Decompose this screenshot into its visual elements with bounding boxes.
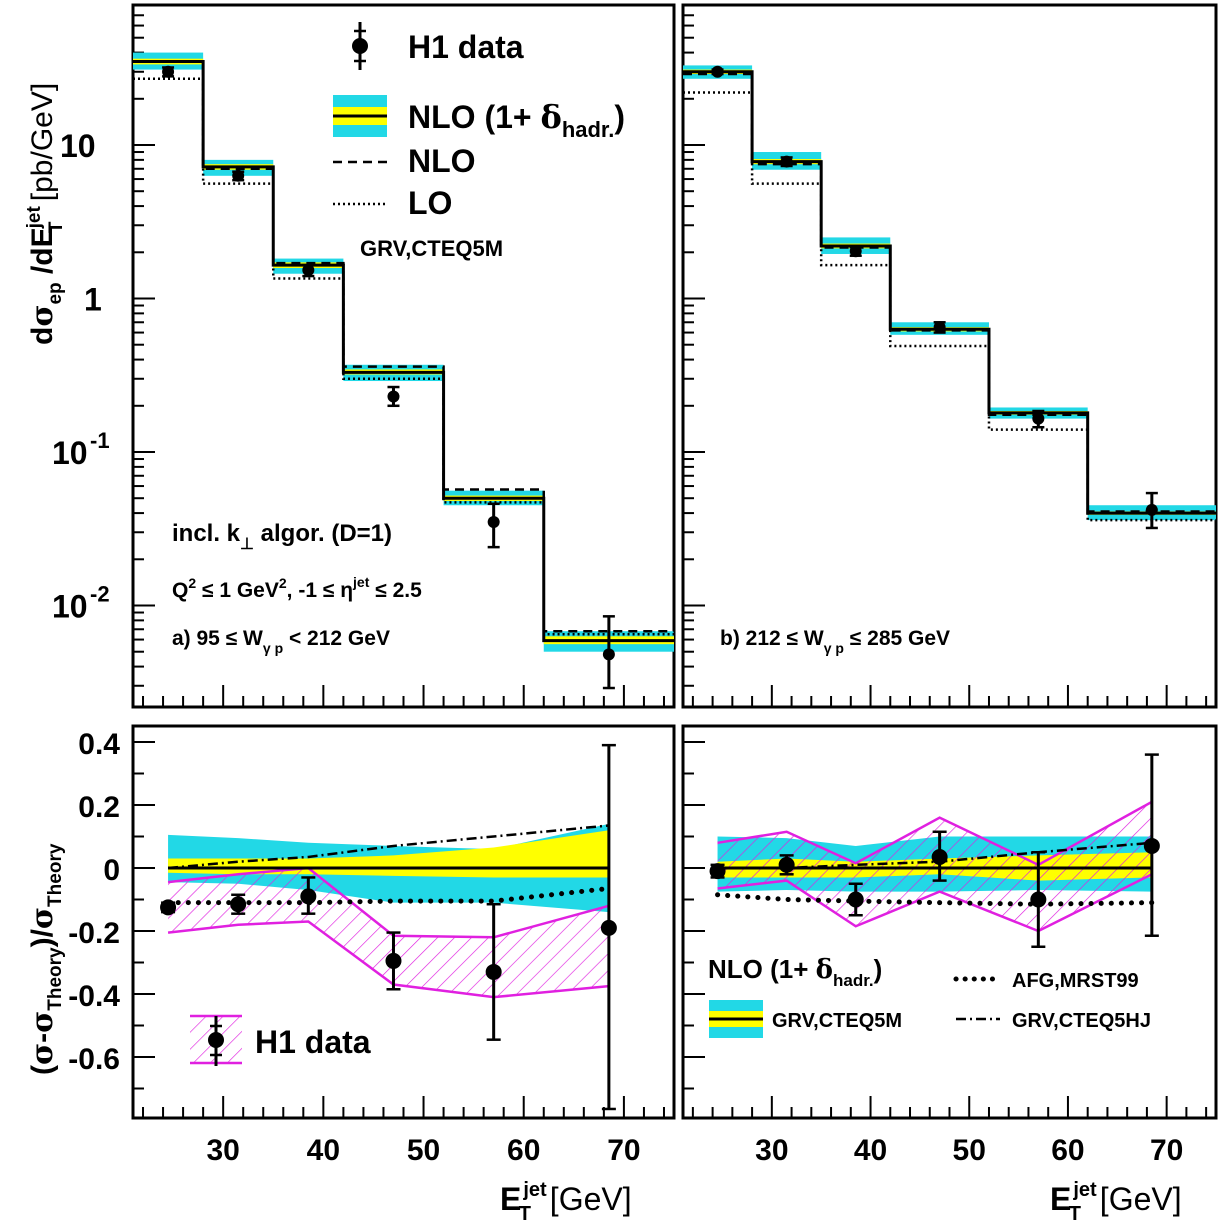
hadronisation-band <box>168 830 609 878</box>
frame-b-top <box>681 3 1218 709</box>
h1-systematic-lower <box>717 873 1153 933</box>
x-tick-label: 40 <box>854 1134 887 1167</box>
data-point <box>1143 837 1160 854</box>
br-nlo-hadr-label: NLO (1+ δhadr.) <box>708 954 882 990</box>
data-point <box>849 245 862 258</box>
data-point <box>600 919 617 936</box>
data-point <box>931 848 948 865</box>
frame-b-bottom <box>681 724 1218 1120</box>
nlo-hadr-histogram <box>133 59 674 643</box>
data-point <box>485 963 502 980</box>
br-afg-label: AFG,MRST99 <box>1012 970 1139 992</box>
h1-systematic-upper <box>717 800 1153 867</box>
x-tick-label: 50 <box>407 1134 440 1167</box>
y-tick-exponent: -2 <box>90 582 110 607</box>
data-point <box>602 648 615 661</box>
data-point <box>1032 412 1045 425</box>
y-tick-label: 10 <box>52 435 88 471</box>
data-point <box>1030 891 1047 908</box>
data-point <box>780 155 793 168</box>
legend-h1-label: H1 data <box>408 29 524 65</box>
panel-b_ratio: 30 40 50 60 70 <box>683 741 1208 1167</box>
data-point <box>387 390 400 403</box>
x-tick-label: 30 <box>755 1134 788 1167</box>
br-grvhj-label: GRV,CTEQ5HJ <box>1012 1010 1151 1032</box>
data-point <box>162 65 175 78</box>
x-tick-label: 60 <box>507 1134 540 1167</box>
legend-bottom-right: NLO (1+ δhadr.) AFG,MRST99 GRV,CTEQ5M GR… <box>708 954 1151 1038</box>
y-tick-label: -0.4 <box>68 980 120 1013</box>
afg-mrst99-curve <box>165 885 612 906</box>
cteq5hj-curve <box>167 824 609 870</box>
x-tick-label: 70 <box>607 1134 640 1167</box>
legend-nlo-hadr-label: NLO (1+ δhadr.) <box>408 98 625 142</box>
data-point <box>160 899 177 916</box>
x-tick-label: 50 <box>953 1134 986 1167</box>
x-tick-label: 30 <box>206 1134 239 1167</box>
data-point <box>230 896 247 913</box>
legend-lo-label: LO <box>408 185 452 221</box>
svg-text:EjetT [GeV]: Ejet T [GeV] <box>500 1179 632 1225</box>
y-tick-label: 10 <box>60 128 96 164</box>
panel-a_ratio: 0.4 0.2 0 -0.2 -0.4 -0.6 30 40 50 60 70 <box>68 728 665 1167</box>
cteq5hj-curve <box>717 841 1152 870</box>
y-axis-title-bottom: (σ-σTheory)/σTheory <box>25 843 66 1075</box>
algorithm-label: incl. k⊥ algor. (D=1) <box>172 520 392 553</box>
data-point <box>1145 503 1158 516</box>
data-point <box>487 515 500 528</box>
afg-mrst99-curve <box>715 892 1155 907</box>
y-axis-title-top: dσep /dEjetT [pb/GeV] <box>24 83 67 345</box>
panel-b_cross_section <box>683 14 1216 707</box>
data-point <box>709 863 726 880</box>
x-tick-label: 40 <box>307 1134 340 1167</box>
y-tick-exponent: -1 <box>90 428 110 453</box>
svg-text:EjetT [GeV]: Ejet T [GeV] <box>1050 1179 1182 1225</box>
legend-h1-marker <box>352 22 368 70</box>
panel-a-label: a) 95 ≤ Wγ p < 212 GeV <box>172 627 390 656</box>
br-grv-label: GRV,CTEQ5M <box>772 1010 902 1032</box>
data-point <box>711 65 724 78</box>
legend-top: H1 data NLO (1+ δhadr.) NLO LO GRV,CTEQ5… <box>333 22 625 261</box>
legend-nlo-label: NLO <box>408 143 476 179</box>
data-point <box>933 321 946 334</box>
x-tick-label: 60 <box>1051 1134 1084 1167</box>
br-band-swatch <box>709 1000 763 1038</box>
legend-nlo-hadr-swatch <box>333 95 387 137</box>
y-tick-label: 0.2 <box>78 791 120 824</box>
bl-h1-label: H1 data <box>255 1024 371 1060</box>
data-point <box>385 952 402 969</box>
data-point <box>232 169 245 182</box>
x-tick-label: 70 <box>1150 1134 1183 1167</box>
y-tick-label: 0 <box>103 854 120 887</box>
data-point <box>778 856 795 873</box>
nlo-hadr-histogram <box>683 70 1216 515</box>
y-tick-label: -0.6 <box>68 1043 120 1076</box>
y-tick-label: 1 <box>84 282 102 318</box>
cuts-label: Q2 ≤ 1 GeV2, -1 ≤ ηjet ≤ 2.5 <box>172 574 422 602</box>
data-point <box>847 891 864 908</box>
y-tick-label: 10 <box>52 589 88 625</box>
y-tick-label: -0.2 <box>68 917 120 950</box>
y-tick-label: 0.4 <box>78 728 120 761</box>
data-point <box>300 888 317 905</box>
data-point <box>302 264 315 277</box>
panel-b-label: b) 212 ≤ Wγ p ≤ 285 GeV <box>720 627 950 656</box>
legend-pdf-label: GRV,CTEQ5M <box>360 236 503 261</box>
legend-bottom-left: H1 data <box>190 1014 371 1066</box>
nlo-histogram <box>683 72 1216 513</box>
h1-systematic-lower <box>167 920 609 999</box>
